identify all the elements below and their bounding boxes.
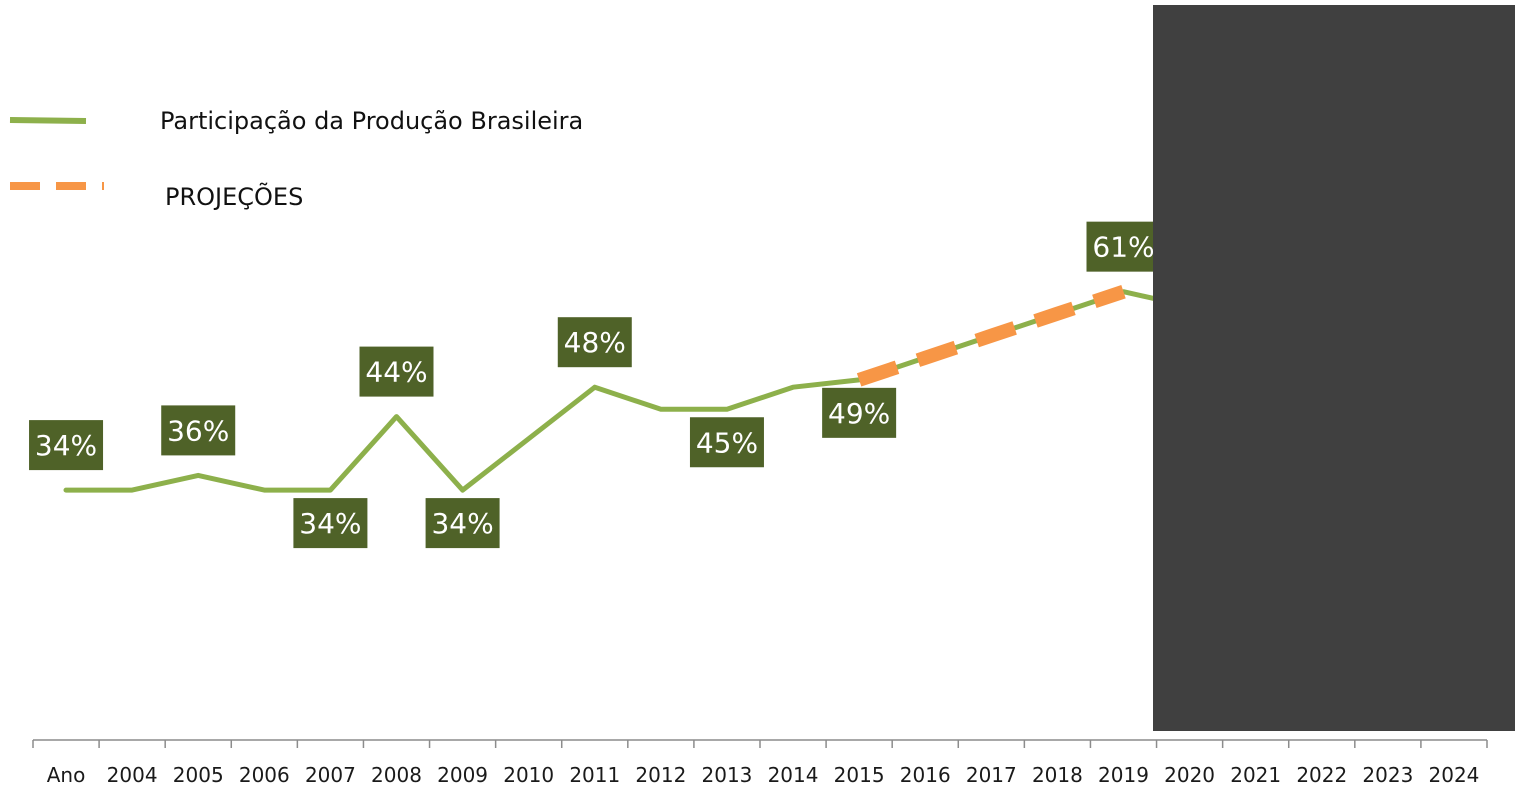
x-tick-label: 2017 bbox=[966, 763, 1017, 787]
series-lines bbox=[63, 285, 1193, 493]
data-label-box bbox=[161, 405, 236, 456]
data-labels: 34% 36% 34% 44% 34% 48% 45% 49% 61% bbox=[29, 221, 1161, 549]
x-tick-label: 2004 bbox=[107, 763, 158, 787]
x-tick-label: 2015 bbox=[834, 763, 885, 787]
data-label-4: 44% bbox=[359, 346, 434, 397]
x-tick-label: 2009 bbox=[437, 763, 488, 787]
legend-label-series-1: Participação da Produção Brasileira bbox=[160, 107, 583, 135]
x-tick-label: 2005 bbox=[173, 763, 224, 787]
data-label-box bbox=[557, 317, 632, 368]
series-line-2 bbox=[856, 285, 1126, 387]
x-tick-label: 2022 bbox=[1296, 763, 1347, 787]
x-tick-label: 2020 bbox=[1164, 763, 1215, 787]
x-tick-label: 2007 bbox=[305, 763, 356, 787]
legend: Participação da Produção Brasileira PROJ… bbox=[9, 107, 583, 211]
x-tick-label: 2011 bbox=[569, 763, 620, 787]
x-tick-label: 2006 bbox=[239, 763, 290, 787]
data-label-text: 34% bbox=[35, 429, 97, 462]
x-tick-label: 2016 bbox=[900, 763, 951, 787]
data-label-text: 36% bbox=[167, 414, 229, 447]
data-label-text: 34% bbox=[431, 507, 493, 540]
x-tick-label: 2012 bbox=[635, 763, 686, 787]
data-label-box bbox=[1086, 221, 1161, 272]
x-tick-label: 2010 bbox=[503, 763, 554, 787]
data-label-text: 34% bbox=[299, 507, 361, 540]
data-label-6: 48% bbox=[557, 317, 632, 368]
data-label-3: 34% bbox=[293, 498, 368, 549]
data-label-box bbox=[425, 498, 500, 549]
data-label-box bbox=[359, 346, 434, 397]
x-tick-label: Ano bbox=[47, 763, 86, 787]
x-axis: Ano 2004 2005 2006 2007 2008 2009 2010 2011 2012 2… bbox=[32, 739, 1488, 787]
data-label-box bbox=[822, 387, 897, 438]
x-tick-label: 2023 bbox=[1362, 763, 1413, 787]
data-label-box bbox=[689, 417, 764, 468]
occlusion-block bbox=[1153, 5, 1515, 731]
data-label-box bbox=[293, 498, 368, 549]
x-tick-label: 2021 bbox=[1230, 763, 1281, 787]
x-tick-label: 2018 bbox=[1032, 763, 1083, 787]
legend-swatch-solid bbox=[9, 117, 87, 124]
x-tick-label: 2024 bbox=[1429, 763, 1480, 787]
data-label-text: 45% bbox=[696, 426, 758, 459]
data-label-2: 36% bbox=[161, 405, 236, 456]
x-tick-label: 2019 bbox=[1098, 763, 1149, 787]
x-tick-label: 2014 bbox=[768, 763, 819, 787]
data-label-box bbox=[29, 420, 104, 471]
data-label-5: 34% bbox=[425, 498, 500, 549]
data-label-text: 49% bbox=[828, 397, 890, 430]
data-label-7: 45% bbox=[689, 417, 764, 468]
data-label-text: 48% bbox=[564, 326, 626, 359]
x-tick-label: 2008 bbox=[371, 763, 422, 787]
data-label-9: 61% bbox=[1086, 221, 1161, 272]
data-label-8: 49% bbox=[822, 387, 897, 438]
legend-label-series-2: PROJEÇÕES bbox=[165, 181, 303, 211]
data-label-text: 44% bbox=[365, 356, 427, 389]
data-label-1: 34% bbox=[29, 420, 104, 471]
x-tick-label: 2013 bbox=[702, 763, 753, 787]
data-label-text: 61% bbox=[1092, 231, 1154, 264]
